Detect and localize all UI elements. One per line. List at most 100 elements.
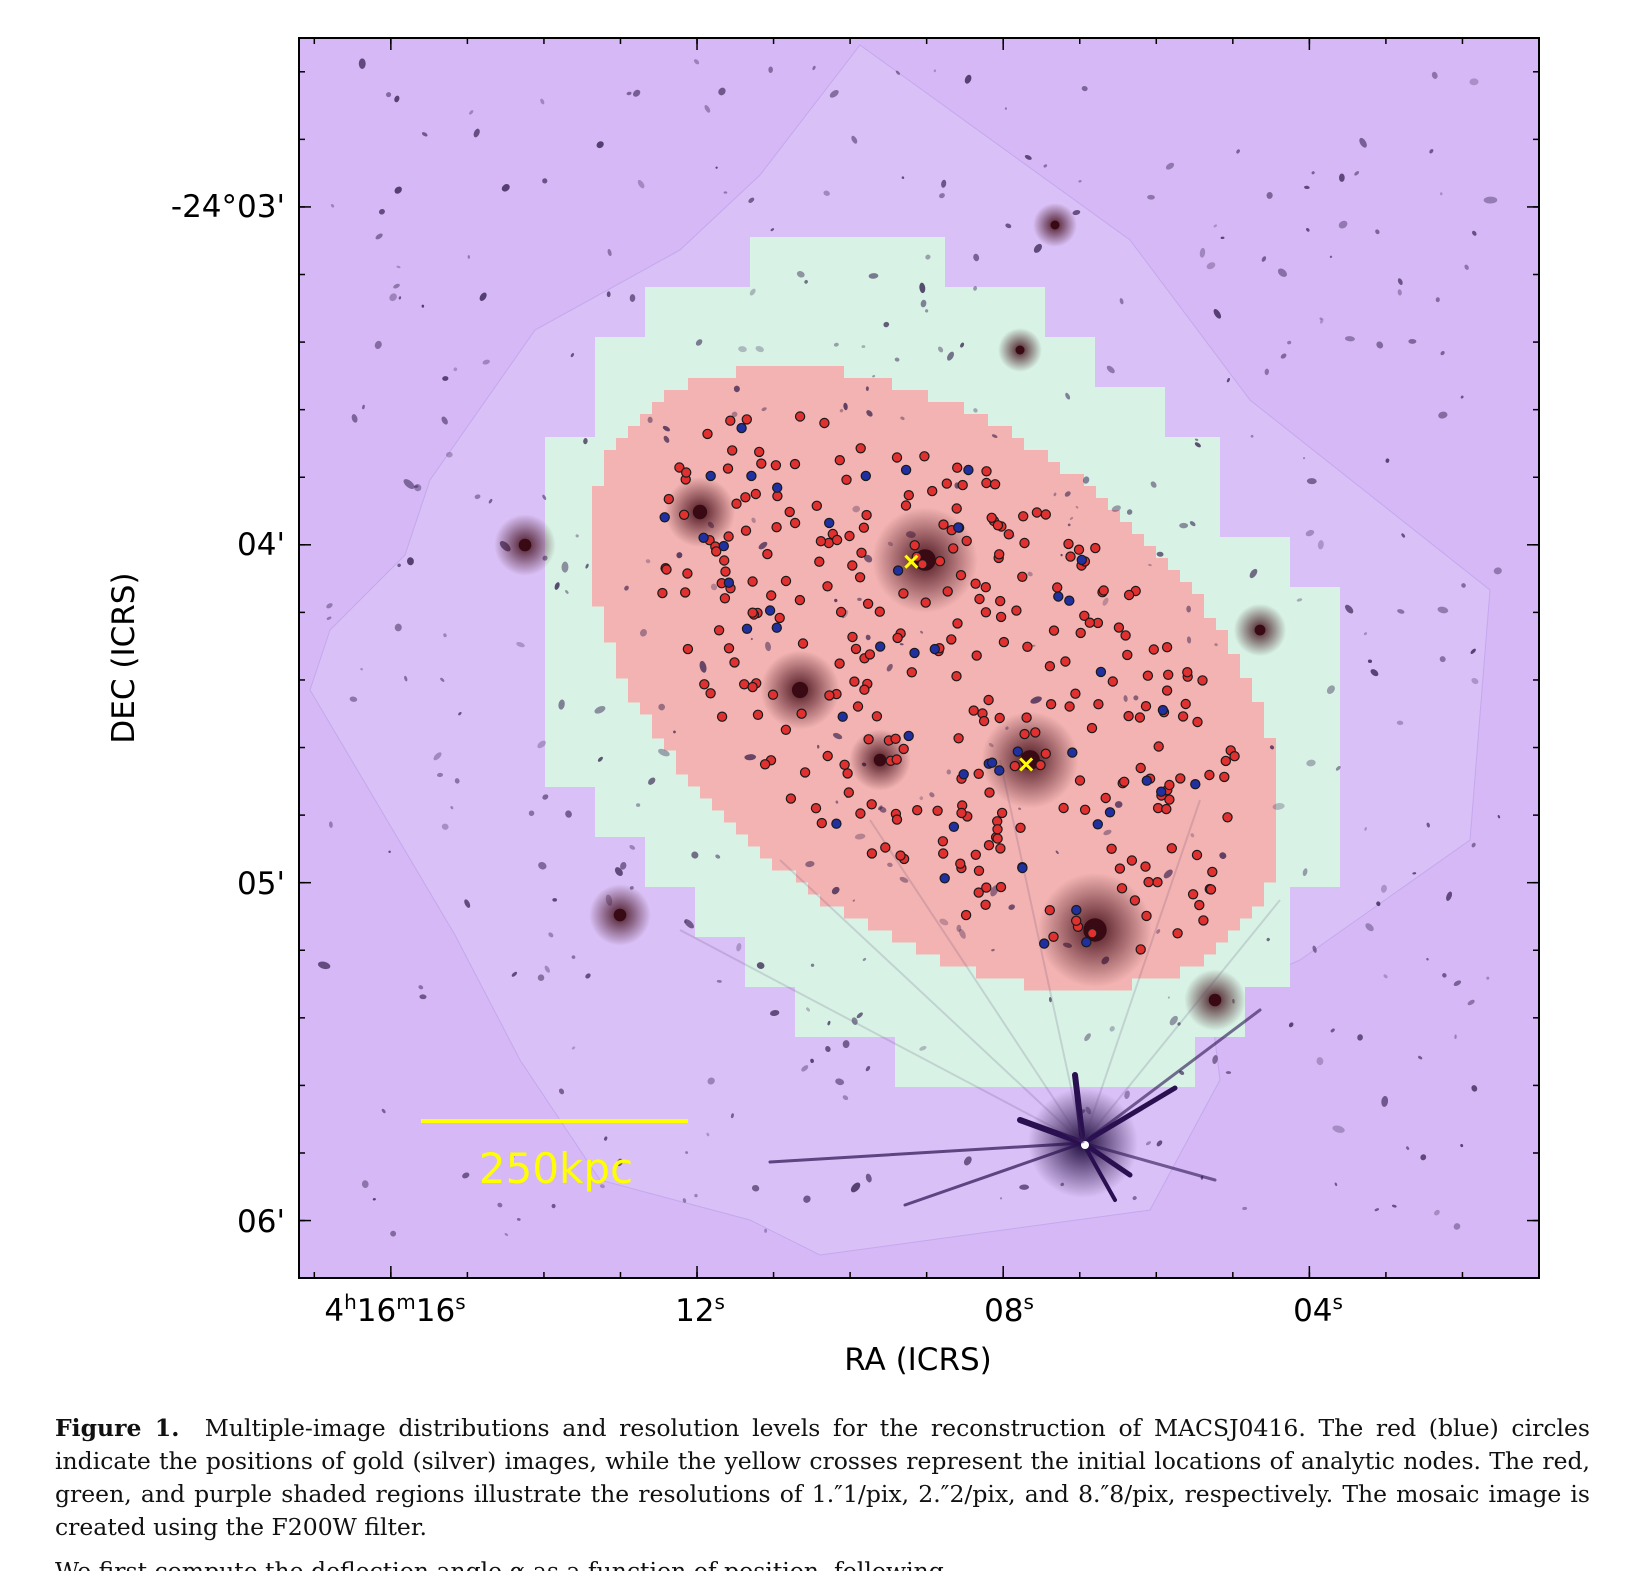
image-marker — [794, 411, 806, 422]
caption-text: Multiple-image distributions and resolut… — [55, 1414, 1590, 1541]
galaxy — [883, 321, 890, 328]
image-marker — [861, 509, 872, 521]
galaxy — [629, 845, 636, 850]
galaxy — [1483, 196, 1498, 204]
figure-label: Figure 1. — [55, 1414, 180, 1442]
galaxy — [1124, 1090, 1130, 1099]
galaxy — [361, 1180, 369, 1188]
image-marker — [891, 754, 902, 765]
high-res-band — [652, 714, 1264, 727]
image-marker — [657, 587, 668, 599]
image-marker — [992, 520, 1004, 531]
galaxy — [843, 402, 848, 411]
image-marker — [722, 463, 734, 474]
image-marker — [850, 643, 862, 655]
image-marker — [994, 712, 1005, 724]
y-tick-label: -24°03' — [171, 189, 285, 225]
image-marker — [880, 842, 891, 853]
galaxy — [607, 249, 612, 257]
image-marker — [1106, 843, 1117, 855]
image-marker — [794, 594, 806, 606]
image-marker — [1038, 938, 1050, 949]
galaxy — [1213, 224, 1217, 228]
cluster-galaxy — [1208, 993, 1222, 1007]
image-marker — [1177, 711, 1189, 722]
y-axis-label: DEC (ICRS) — [106, 572, 142, 743]
x-tick-label: 4h16m16s — [324, 1290, 465, 1329]
galaxy — [528, 810, 535, 816]
image-marker — [824, 690, 835, 701]
galaxy — [1261, 256, 1267, 262]
image-marker — [725, 415, 736, 426]
galaxy — [1359, 137, 1367, 148]
x-tick-label: 04s — [1293, 1290, 1343, 1329]
galaxy — [1319, 317, 1323, 320]
galaxy — [999, 1197, 1003, 1200]
galaxy — [704, 104, 711, 113]
galaxy — [462, 1172, 470, 1179]
galaxy — [542, 794, 549, 800]
galaxy — [925, 309, 929, 313]
galaxy — [862, 958, 867, 961]
image-marker — [980, 582, 992, 593]
galaxy — [378, 208, 385, 215]
galaxy — [1304, 185, 1310, 190]
image-marker — [1064, 595, 1075, 606]
x-tick-label: 12s — [675, 1290, 725, 1329]
galaxy — [1326, 685, 1335, 694]
image-marker — [866, 799, 877, 810]
image-marker — [1114, 863, 1126, 874]
galaxy — [330, 204, 335, 208]
image-marker — [938, 519, 949, 530]
galaxy — [454, 778, 460, 784]
galaxy — [715, 854, 721, 859]
image-marker — [741, 414, 753, 425]
image-marker — [699, 679, 710, 690]
galaxy — [421, 132, 428, 137]
galaxy — [551, 1203, 556, 1209]
galaxy — [947, 351, 955, 361]
galaxy — [1454, 1034, 1457, 1040]
image-marker — [1012, 746, 1024, 757]
high-res-band — [604, 630, 1228, 643]
galaxy — [825, 1046, 831, 1052]
image-marker — [973, 768, 984, 780]
galaxy — [1431, 71, 1438, 79]
image-marker — [1035, 759, 1046, 771]
galaxy — [542, 494, 547, 500]
galaxy — [1320, 318, 1324, 324]
galaxy — [1306, 478, 1317, 485]
image-marker — [841, 474, 852, 485]
galaxy — [362, 404, 365, 410]
galaxy — [839, 409, 844, 413]
galaxy — [647, 416, 653, 424]
image-marker — [1040, 748, 1052, 759]
image-marker — [1021, 712, 1032, 723]
image-marker — [970, 849, 982, 861]
galaxy — [1242, 1206, 1248, 1211]
galaxy — [585, 563, 589, 569]
galaxy — [956, 924, 962, 932]
galaxy — [706, 1132, 710, 1137]
high-res-band — [820, 894, 1264, 907]
image-marker — [747, 607, 758, 618]
image-marker — [1073, 544, 1085, 555]
image-marker — [1198, 915, 1209, 926]
cluster-galaxy — [1254, 624, 1266, 636]
image-marker — [1095, 666, 1107, 678]
image-marker — [1067, 747, 1078, 758]
galaxy — [1163, 869, 1173, 879]
galaxy — [1069, 516, 1074, 520]
galaxy — [939, 918, 949, 926]
galaxy — [614, 867, 623, 877]
image-marker — [1090, 542, 1101, 554]
galaxy — [1437, 606, 1449, 614]
image-marker — [994, 765, 1005, 776]
image-marker — [756, 458, 767, 469]
galaxy — [458, 711, 462, 716]
galaxy — [1460, 395, 1464, 399]
galaxy — [835, 1078, 845, 1086]
galaxy — [877, 805, 883, 811]
galaxy — [755, 346, 764, 353]
galaxy — [594, 705, 606, 714]
